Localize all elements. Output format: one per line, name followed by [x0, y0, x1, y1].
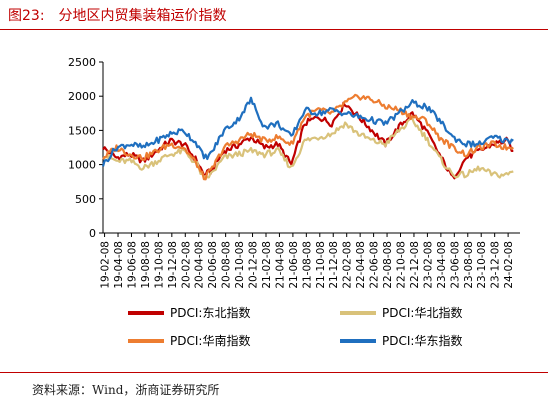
x-tick-label: 20-04-08 [194, 241, 206, 289]
series-line-1 [102, 101, 514, 180]
x-tick-label: 20-10-08 [234, 241, 246, 289]
source-rule [0, 372, 548, 373]
x-tick-label: 22-08-08 [382, 241, 394, 289]
x-tick-label: 23-02-08 [422, 241, 434, 289]
x-tick-label: 21-10-08 [315, 241, 327, 289]
x-tick-label: 19-06-08 [126, 241, 138, 289]
legend-label-3: PDCI:华南指数 [170, 333, 250, 348]
series-line-3 [102, 93, 514, 181]
x-tick-label: 19-02-08 [100, 241, 112, 289]
y-tick-label: 2000 [68, 90, 96, 103]
legend-label-2: PDCI:华北指数 [382, 305, 462, 320]
x-tick-label: 22-10-08 [396, 241, 408, 289]
x-tick-label: 19-08-08 [140, 241, 152, 289]
series-line-2 [102, 117, 514, 179]
x-tick-label: 21-06-08 [288, 241, 300, 289]
figure-title-text: 分地区内贸集装箱运价指数 [58, 8, 227, 24]
figure-title: 图23: 分地区内贸集装箱运价指数 [8, 5, 227, 25]
x-tick-label: 21-12-08 [328, 241, 340, 289]
y-tick-label: 2500 [68, 56, 96, 69]
x-tick-label: 21-08-08 [301, 241, 313, 289]
figure-number: 图23: [8, 8, 45, 24]
title-rule [0, 29, 548, 30]
x-tick-label: 23-04-08 [436, 241, 448, 289]
y-tick-label: 0 [89, 227, 96, 240]
x-tick-label: 23-08-08 [463, 241, 475, 289]
x-tick-label: 20-08-08 [221, 241, 233, 289]
x-tick-label: 23-06-08 [449, 241, 461, 289]
x-tick-label: 24-02-08 [503, 241, 515, 289]
legend-label-1: PDCI:东北指数 [170, 305, 250, 320]
x-tick-label: 22-04-08 [355, 241, 367, 289]
x-tick-label: 23-10-08 [476, 241, 488, 289]
x-tick-label: 22-06-08 [369, 241, 381, 289]
x-tick-label: 20-06-08 [207, 241, 219, 289]
x-tick-label: 23-12-08 [490, 241, 502, 289]
source-note: 资料来源：Wind，浙商证券研究所 [32, 383, 220, 397]
x-tick-label: 20-02-08 [180, 241, 192, 289]
x-tick-label: 22-12-08 [409, 241, 421, 289]
y-tick-label: 1000 [68, 159, 96, 172]
series-line-4 [101, 96, 514, 167]
y-tick-label: 1500 [68, 124, 96, 137]
x-tick-label: 21-04-08 [274, 241, 286, 289]
x-tick-label: 19-10-08 [153, 241, 165, 289]
x-tick-label: 20-12-08 [248, 241, 260, 289]
x-tick-label: 22-02-08 [342, 241, 354, 289]
x-tick-label: 19-12-08 [167, 241, 179, 289]
y-tick-label: 500 [75, 193, 96, 206]
x-tick-label: 21-02-08 [261, 241, 273, 289]
x-tick-label: 19-04-08 [113, 241, 125, 289]
legend-label-4: PDCI:华东指数 [382, 333, 462, 348]
